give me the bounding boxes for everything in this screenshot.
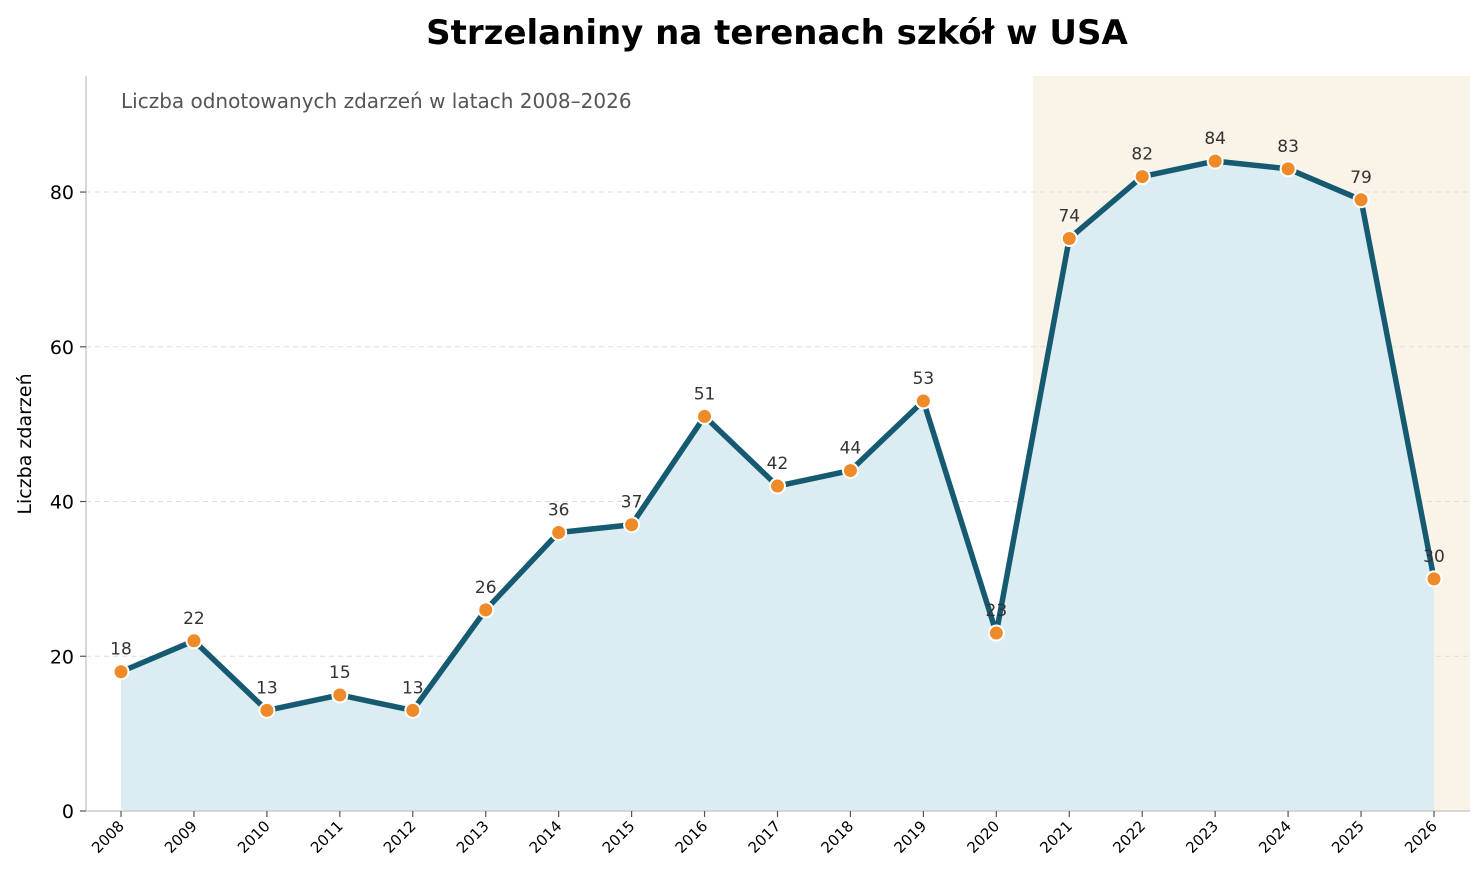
data-label: 18 xyxy=(110,640,132,660)
data-point xyxy=(112,663,130,681)
data-label: 42 xyxy=(767,454,789,474)
y-tick-label: 40 xyxy=(50,492,74,514)
data-point xyxy=(914,392,932,410)
data-point xyxy=(185,632,203,650)
data-point xyxy=(696,407,714,425)
data-label: 44 xyxy=(840,439,862,459)
data-point xyxy=(404,701,422,719)
data-label: 23 xyxy=(986,601,1008,621)
data-point xyxy=(1352,191,1370,209)
y-tick-label: 0 xyxy=(62,801,74,823)
data-point xyxy=(477,601,495,619)
data-label: 83 xyxy=(1277,137,1299,157)
data-label: 22 xyxy=(183,609,205,629)
data-label: 84 xyxy=(1204,129,1226,149)
data-point xyxy=(1133,168,1151,186)
data-point xyxy=(331,686,349,704)
y-axis-label: Liczba zdarzeń xyxy=(14,373,36,514)
data-point xyxy=(550,523,568,541)
y-tick-label: 60 xyxy=(50,337,74,359)
area-fill xyxy=(121,161,1434,811)
data-label: 37 xyxy=(621,493,643,513)
chart-subtitle: Liczba odnotowanych zdarzeń w latach 200… xyxy=(121,89,632,113)
data-label: 15 xyxy=(329,663,351,683)
data-point xyxy=(1425,570,1443,588)
data-label: 30 xyxy=(1423,547,1445,567)
data-label: 51 xyxy=(694,384,716,404)
data-label: 79 xyxy=(1350,168,1372,188)
data-label: 13 xyxy=(402,678,424,698)
data-point xyxy=(987,624,1005,642)
data-label: 26 xyxy=(475,578,497,598)
data-point xyxy=(1060,229,1078,247)
data-label: 13 xyxy=(256,678,278,698)
data-point xyxy=(1279,160,1297,178)
data-point xyxy=(258,701,276,719)
data-point xyxy=(769,477,786,495)
chart-title: Strzelaniny na terenach szkół w USA xyxy=(426,13,1128,53)
y-tick-label: 80 xyxy=(50,182,74,204)
data-label: 36 xyxy=(548,500,570,520)
y-tick-label: 20 xyxy=(50,646,74,668)
data-point xyxy=(623,516,641,534)
data-point xyxy=(1206,152,1224,170)
data-label: 74 xyxy=(1058,206,1080,226)
data-point xyxy=(841,462,859,480)
data-label: 53 xyxy=(913,369,935,389)
data-label: 82 xyxy=(1131,145,1153,165)
